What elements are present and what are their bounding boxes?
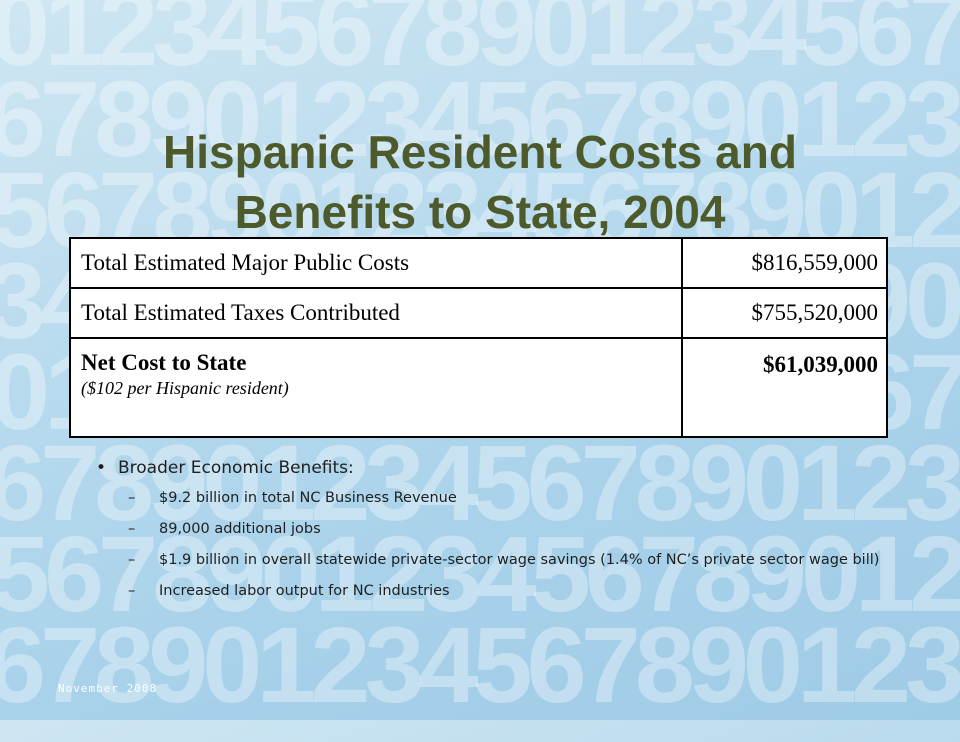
benefits-list: • Broader Economic Benefits: – $9.2 bill… [96,456,896,611]
list-item-text: Increased labor output for NC industries [159,583,450,599]
list-item: – $1.9 billion in overall statewide priv… [96,549,896,571]
dash-icon: – [128,490,136,506]
slide-title-line-1: Hispanic Resident Costs and [163,126,797,178]
footer-date: November 2008 [58,682,158,695]
table-cell-amount: $61,039,000 [681,337,888,438]
table-row-net-cost: Net Cost to State ($102 per Hispanic res… [69,337,888,438]
list-item-text: $9.2 billion in total NC Business Revenu… [159,490,457,506]
table-cell-label: Total Estimated Major Public Costs [69,237,683,289]
list-item: – 89,000 additional jobs [96,518,896,540]
cost-benefit-table: Total Estimated Major Public Costs $816,… [69,237,888,438]
list-item-text: $1.9 billion in overall statewide privat… [159,552,880,568]
table-cell-amount: $816,559,000 [681,237,888,289]
dash-icon: – [128,552,136,568]
bullet-broader-benefits: • Broader Economic Benefits: [96,456,896,480]
bullet-dot-icon: • [96,458,107,478]
digit-row: 678901234567890123456789 [0,604,960,725]
dash-icon: – [128,583,136,599]
list-item: – $9.2 billion in total NC Business Reve… [96,487,896,509]
table-cell-label: Net Cost to State ($102 per Hispanic res… [69,337,683,438]
slide-title-line-2: Benefits to State, 2004 [234,186,726,238]
digit-row: 012345678901234567890123 [0,0,960,88]
dash-icon: – [128,521,136,537]
list-item-text: 89,000 additional jobs [159,521,321,537]
table-cell-amount: $755,520,000 [681,287,888,339]
slide-title: Hispanic Resident Costs and Benefits to … [40,122,920,242]
table-row-taxes-contributed: Total Estimated Taxes Contributed $755,5… [69,287,888,339]
list-item: – Increased labor output for NC industri… [96,580,896,602]
table-cell-label: Total Estimated Taxes Contributed [69,287,683,339]
net-cost-label: Net Cost to State [81,350,247,375]
benefits-sub-list: – $9.2 billion in total NC Business Reve… [96,487,896,602]
bullet-heading: Broader Economic Benefits: [118,458,354,478]
table-row-public-costs: Total Estimated Major Public Costs $816,… [69,237,888,289]
net-cost-per-resident: ($102 per Hispanic resident) [81,378,289,398]
